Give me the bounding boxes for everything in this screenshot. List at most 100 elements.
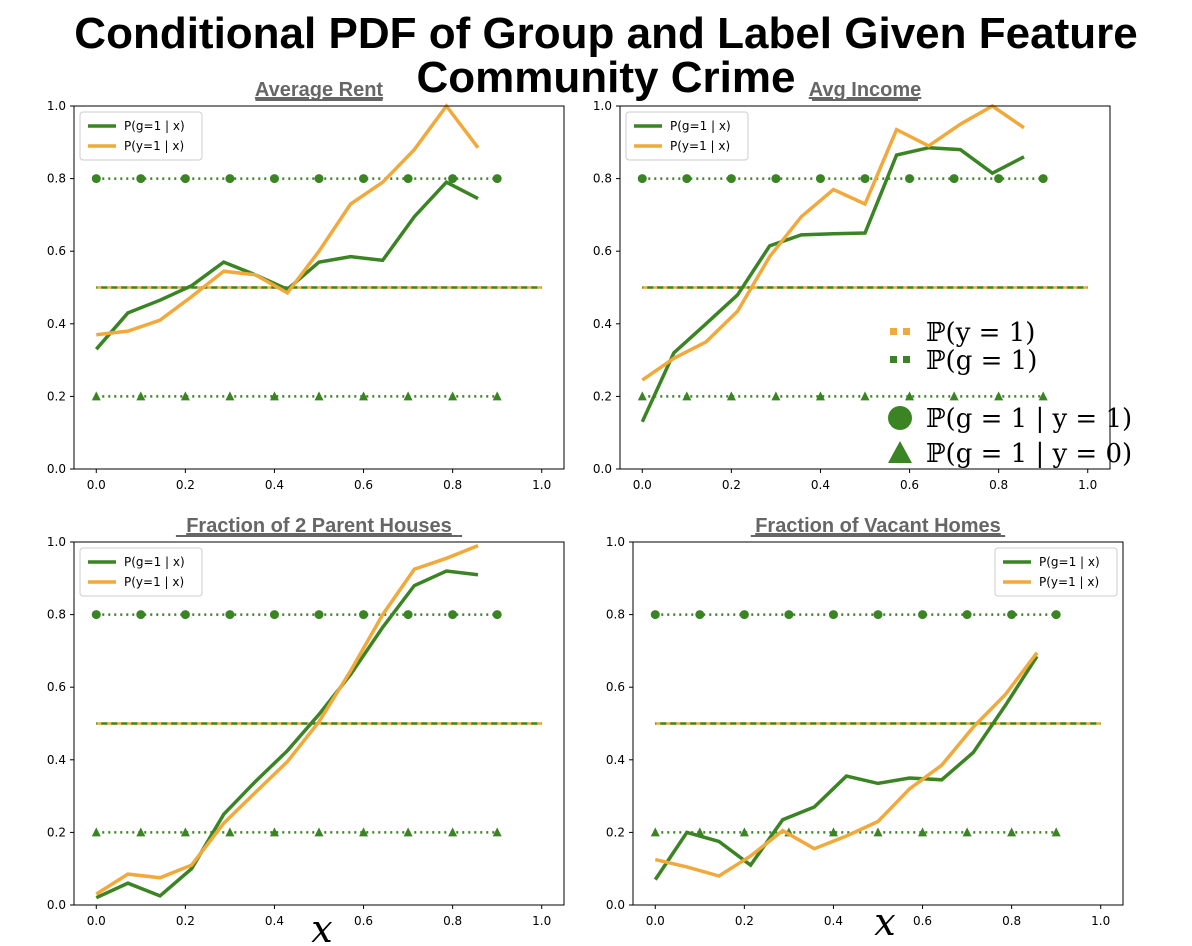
marker-circle (815, 174, 825, 184)
x-tick-label: 0.4 (265, 914, 284, 928)
panel-title: Avg Income (809, 79, 922, 101)
x-tick-label: 0.8 (1002, 914, 1021, 928)
y-tick-label: 0.0 (606, 898, 625, 912)
marker-circle (225, 174, 235, 184)
marker-circle (682, 174, 692, 184)
marker-circle (918, 610, 928, 620)
marker-circle (269, 610, 279, 620)
marker-triangle (905, 391, 915, 401)
panel-3: Fraction of 2 Parent Houses 0.0 0.2 0.4 0.6 0… (47, 515, 565, 928)
series-line-p-y1-x (96, 103, 480, 337)
marker-triangle (180, 391, 190, 401)
x-tick-label: 0.4 (824, 914, 843, 928)
math-legend-triangle (888, 441, 912, 463)
marker-circle (1038, 174, 1048, 184)
legend-label: P(y=1 | x) (1039, 575, 1099, 589)
math-legend-label: ℙ(y = 1) (926, 318, 1035, 348)
x-tick-label: 0.4 (265, 478, 284, 492)
legend-label: P(y=1 | x) (670, 139, 730, 153)
panel-4: Fraction of Vacant Homes 0.0 0.2 0.4 0.6 0.8 1… (606, 515, 1124, 928)
x-tick-label: 0.0 (87, 914, 106, 928)
x-tick-label: 1.0 (1091, 914, 1110, 928)
legend-box (994, 547, 1118, 597)
marker-circle (225, 610, 235, 620)
marker-triangle (314, 827, 324, 837)
y-tick-label: 0.6 (47, 680, 66, 694)
marker-circle (994, 174, 1004, 184)
x-tick-label: 0.4 (811, 478, 830, 492)
x-tick-label: 1.0 (1078, 478, 1097, 492)
marker-circle (269, 174, 279, 184)
x-tick-label: 0.0 (633, 478, 652, 492)
marker-triangle (492, 391, 502, 401)
marker-circle (637, 174, 647, 184)
legend-label: P(g=1 | x) (124, 555, 185, 569)
y-tick-label: 0.8 (606, 608, 625, 622)
y-tick-label: 0.8 (47, 172, 66, 186)
series-line-p-y1-x (654, 651, 1039, 878)
marker-triangle (269, 391, 279, 401)
marker-triangle (180, 827, 190, 837)
marker-circle (726, 174, 736, 184)
marker-triangle (359, 827, 369, 837)
panel-2: Avg Income 0.0 0.2 0.4 0.6 0.8 1.0 0.0 0.2 0.4 0.6… (593, 79, 1111, 492)
marker-triangle (962, 827, 972, 837)
y-tick-label: 0.4 (47, 753, 66, 767)
y-tick-label: 0.2 (593, 389, 612, 403)
axes-frame (73, 541, 565, 906)
series-line-p-g1-x (640, 145, 1025, 423)
marker-triangle (1007, 827, 1017, 837)
marker-triangle (637, 391, 647, 401)
y-tick-label: 0.8 (593, 172, 612, 186)
marker-circle (492, 610, 502, 620)
marker-circle (448, 174, 458, 184)
marker-triangle (91, 391, 101, 401)
marker-circle (1051, 610, 1061, 620)
y-tick-label: 0.2 (606, 825, 625, 839)
x-tick-label: 1.0 (532, 478, 551, 492)
marker-circle (1007, 610, 1017, 620)
y-tick-label: 1.0 (47, 99, 66, 113)
marker-circle (91, 610, 101, 620)
y-tick-label: 0.4 (593, 317, 612, 331)
marker-triangle (492, 827, 502, 837)
marker-circle (650, 610, 660, 620)
marker-triangle (1051, 827, 1061, 837)
marker-triangle (225, 391, 235, 401)
legend-box (79, 547, 203, 597)
math-legend-label: ℙ(g = 1 | y = 0) (926, 439, 1132, 469)
marker-triangle (403, 827, 413, 837)
marker-circle (771, 174, 781, 184)
y-tick-label: 0.6 (593, 244, 612, 258)
marker-triangle (136, 391, 146, 401)
x-tick-label: 0.2 (722, 478, 741, 492)
marker-triangle (873, 827, 883, 837)
marker-triangle (650, 827, 660, 837)
marker-triangle (403, 391, 413, 401)
legend-box (79, 111, 203, 161)
marker-circle (448, 610, 458, 620)
marker-circle (828, 610, 838, 620)
legend-label: P(g=1 | x) (670, 119, 731, 133)
x-tick-label: 0.2 (176, 478, 195, 492)
marker-triangle (860, 391, 870, 401)
x-tick-label: 1.0 (532, 914, 551, 928)
x-tick-label: 0.0 (87, 478, 106, 492)
marker-triangle (91, 827, 101, 837)
marker-triangle (726, 391, 736, 401)
marker-circle (91, 174, 101, 184)
marker-circle (739, 610, 749, 620)
math-legend-label: ℙ(g = 1 | y = 1) (926, 404, 1132, 434)
marker-circle (949, 174, 959, 184)
marker-triangle (269, 827, 279, 837)
y-tick-label: 1.0 (47, 535, 66, 549)
marker-circle (403, 174, 413, 184)
math-legend-circle (888, 406, 912, 430)
marker-circle (962, 610, 972, 620)
figure-subtitle: Community Crime (417, 53, 796, 102)
legend-label: P(g=1 | x) (1039, 555, 1100, 569)
axes-frame (632, 541, 1124, 906)
marker-triangle (225, 827, 235, 837)
y-tick-label: 1.0 (593, 99, 612, 113)
